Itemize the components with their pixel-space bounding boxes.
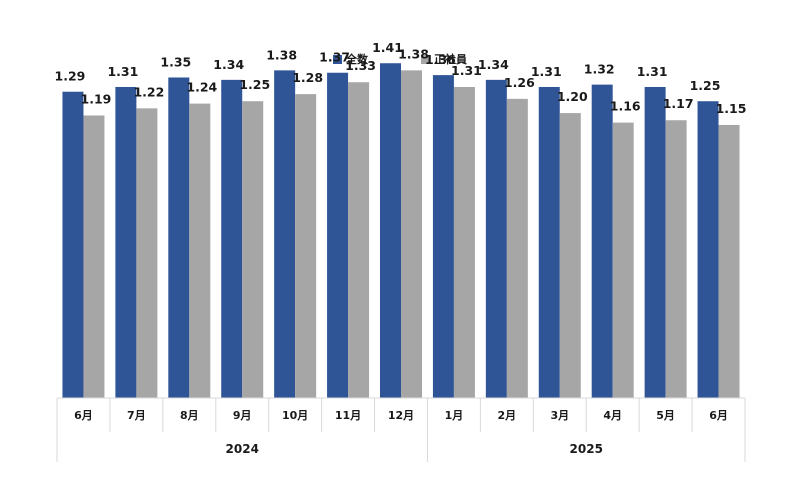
label-regular-10: 1.16 (610, 99, 641, 114)
category-label-5: 11月 (335, 409, 361, 422)
label-regular-0: 1.19 (81, 91, 112, 106)
bar-total-10 (591, 84, 613, 399)
label-total-8: 1.34 (478, 57, 509, 72)
category-label-8: 2月 (498, 409, 517, 422)
label-total-4: 1.38 (266, 47, 297, 62)
bar-total-9 (538, 86, 560, 398)
bar-total-4 (274, 70, 296, 398)
label-total-3: 1.34 (213, 57, 244, 72)
bar-regular-11 (665, 120, 687, 398)
category-label-10: 4月 (603, 409, 622, 422)
bar-total-0 (62, 91, 84, 398)
label-regular-1: 1.22 (133, 84, 164, 99)
bar-total-8 (485, 79, 507, 398)
label-regular-6: 1.38 (398, 46, 429, 61)
bar-regular-8 (506, 98, 528, 398)
bar-total-6 (380, 63, 401, 398)
label-regular-2: 1.24 (186, 80, 217, 95)
category-label-1: 7月 (127, 409, 146, 422)
bar-regular-5 (348, 82, 370, 398)
bar-total-7 (432, 75, 454, 398)
bar-total-3 (221, 79, 243, 398)
category-label-3: 9月 (233, 409, 252, 422)
legend-label-1: 正社員 (434, 52, 467, 66)
bar-regular-1 (136, 108, 158, 398)
category-label-0: 6月 (74, 409, 93, 422)
label-regular-3: 1.25 (239, 77, 270, 92)
category-label-2: 8月 (180, 409, 199, 422)
label-regular-4: 1.28 (292, 70, 323, 85)
label-total-10: 1.32 (584, 62, 615, 77)
label-total-0: 1.29 (55, 69, 86, 84)
bar-regular-6 (401, 70, 422, 398)
year-label-1: 2025 (570, 442, 603, 456)
year-label-0: 2024 (226, 442, 259, 456)
bar-total-5 (327, 72, 349, 399)
category-label-9: 3月 (550, 409, 569, 422)
bar-regular-3 (242, 101, 264, 399)
legend-swatch-0 (333, 55, 342, 64)
category-label-4: 10月 (282, 409, 308, 422)
bar-regular-2 (189, 103, 211, 398)
label-regular-11: 1.17 (663, 96, 694, 111)
bar-regular-10 (612, 122, 634, 398)
label-total-12: 1.25 (690, 78, 721, 93)
bar-regular-12 (718, 124, 740, 398)
legend-label-0: 全数 (345, 52, 369, 66)
bar-total-12 (697, 101, 719, 399)
label-total-9: 1.31 (531, 64, 562, 79)
legend-swatch-1 (421, 55, 430, 64)
bars (62, 63, 740, 399)
label-total-7: 1.36 (425, 52, 456, 67)
bar-regular-7 (453, 86, 475, 398)
label-regular-9: 1.20 (557, 89, 588, 104)
bar-total-1 (115, 86, 137, 398)
label-total-6: 1.41 (372, 40, 403, 55)
bar-regular-4 (295, 94, 317, 399)
label-total-11: 1.31 (637, 64, 668, 79)
label-total-2: 1.35 (160, 54, 191, 69)
category-label-12: 6月 (709, 409, 728, 422)
category-axis: 6月 7月 8月 9月 10月 11月 12月 1月 2月 3月 4月 5月 6月 2024 2025 (56, 397, 746, 462)
category-label-6: 12月 (388, 409, 414, 422)
label-total-5: 1.37 (319, 50, 350, 65)
data-labels: 1.29 1.19 1.31 1.22 1.35 1.24 1.34 1.25 1.38 1.28… (55, 40, 747, 116)
bar-regular-0 (83, 115, 105, 398)
label-total-1: 1.31 (107, 64, 138, 79)
category-label-7: 1月 (445, 409, 464, 422)
bar-total-2 (168, 77, 190, 398)
category-label-11: 5月 (656, 409, 675, 422)
label-regular-12: 1.15 (716, 101, 747, 116)
bar-regular-9 (559, 113, 581, 398)
bar-total-11 (644, 86, 666, 398)
legend: 全数 正社員 (333, 52, 467, 66)
label-regular-5: 1.33 (345, 58, 376, 73)
label-regular-7: 1.31 (451, 63, 482, 78)
label-regular-8: 1.26 (504, 75, 535, 90)
